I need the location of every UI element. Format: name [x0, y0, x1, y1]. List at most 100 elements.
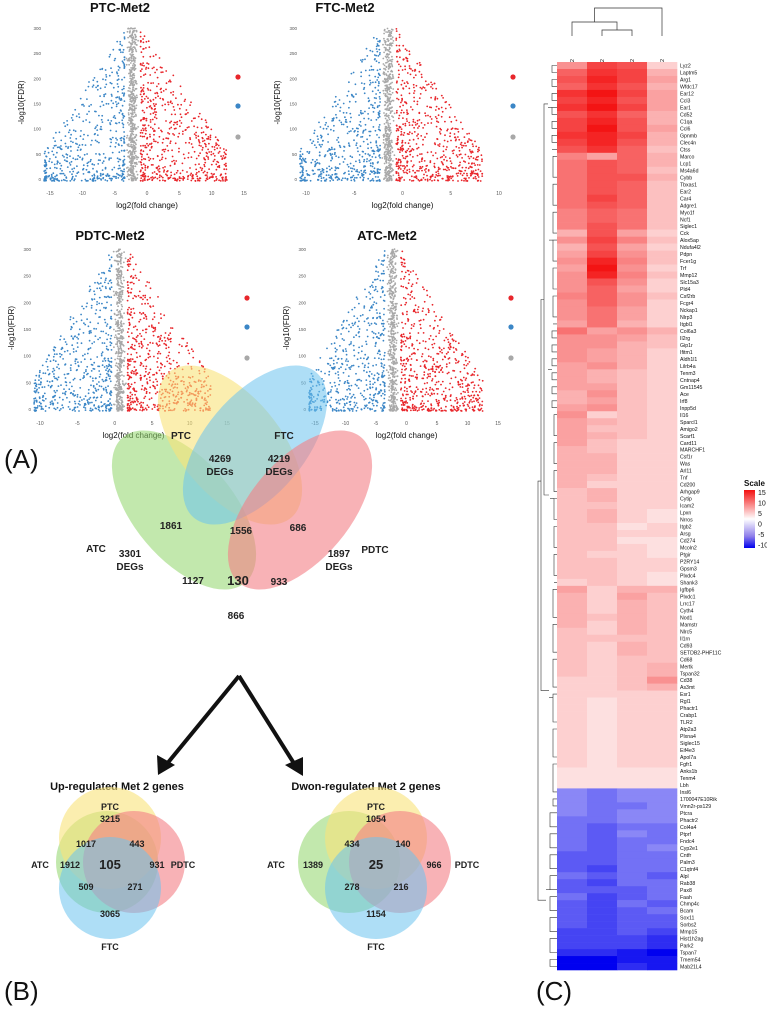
volcano-point	[331, 153, 334, 156]
volcano-point	[161, 130, 163, 133]
volcano-point	[405, 101, 407, 104]
volcano-point	[151, 176, 154, 178]
volcano-point	[340, 179, 343, 182]
volcano-point	[388, 83, 391, 86]
volcano-point	[421, 353, 424, 355]
volcano-point	[84, 407, 87, 409]
volcano-point	[378, 172, 381, 174]
volcano-point	[470, 170, 473, 173]
volcano-point	[221, 158, 224, 161]
volcano-point	[127, 291, 130, 294]
volcano-point	[108, 258, 111, 261]
volcano-point	[476, 374, 479, 377]
volcano-point	[148, 376, 151, 379]
volcano-point	[193, 133, 196, 136]
volcano-point	[152, 177, 155, 180]
volcano-point	[117, 350, 120, 353]
volcano-point	[132, 337, 134, 339]
volcano-point	[224, 172, 227, 175]
volcano-point	[299, 171, 302, 174]
volcano-point	[337, 156, 340, 159]
volcano-point	[153, 111, 156, 113]
volcano-point	[119, 43, 122, 46]
volcano-point	[387, 77, 389, 80]
volcano-point	[373, 58, 376, 61]
volcano-point	[122, 61, 125, 64]
volcano-point	[395, 142, 398, 145]
volcano-point	[163, 169, 166, 172]
volcano-point	[81, 399, 83, 401]
volcano-point	[416, 135, 418, 137]
volcano-point	[91, 342, 94, 345]
volcano-point	[138, 345, 141, 348]
volcano-point	[418, 161, 421, 163]
volcano-point	[120, 149, 123, 152]
volcano-point	[83, 322, 85, 325]
volcano-point	[121, 122, 124, 125]
volcano-point	[38, 374, 41, 377]
volcano-point	[139, 409, 141, 411]
volcano-point	[404, 122, 407, 125]
volcano-point	[200, 118, 203, 121]
volcano-point	[354, 176, 356, 179]
volcano-point	[144, 166, 147, 169]
volcano-point	[170, 171, 173, 174]
volcano-point	[455, 145, 458, 148]
volcano-point	[465, 166, 467, 169]
volcano-point	[118, 151, 121, 154]
volcano-point	[210, 153, 213, 156]
volcano-point	[385, 148, 387, 151]
volcano-point	[60, 139, 63, 142]
volcano-point	[188, 141, 191, 144]
volcano-point	[181, 133, 184, 135]
volcano-point	[70, 160, 73, 163]
volcano-point	[196, 175, 199, 178]
volcano-point	[440, 128, 442, 131]
volcano-point	[127, 72, 130, 75]
volcano-point	[389, 163, 392, 165]
volcano-point	[210, 163, 213, 166]
volcano-point	[328, 176, 331, 179]
volcano-point	[129, 360, 132, 362]
volcano-point	[363, 86, 366, 89]
volcano-point	[71, 326, 73, 329]
volcano-point	[96, 287, 99, 290]
volcano-point	[166, 174, 169, 177]
volcano-point	[147, 175, 150, 178]
volcano-point	[53, 369, 56, 372]
volcano-point	[105, 345, 108, 348]
volcano-point	[140, 313, 143, 315]
volcano-point	[348, 130, 351, 133]
volcano-point	[130, 130, 133, 133]
volcano-point	[441, 155, 444, 158]
volcano-point	[134, 79, 137, 82]
volcano-point	[387, 164, 390, 167]
volcano-point	[402, 111, 405, 114]
volcano-point	[379, 317, 382, 319]
volcano-point	[170, 327, 172, 329]
volcano-point	[346, 94, 349, 97]
volcano-point	[110, 281, 113, 284]
volcano-point	[390, 179, 393, 182]
volcano-point	[318, 154, 321, 157]
volcano-point	[176, 178, 179, 181]
volcano-point	[129, 257, 132, 260]
volcano-point	[356, 134, 358, 137]
volcano-point	[139, 135, 142, 138]
volcano-point	[205, 125, 208, 128]
volcano-point	[386, 80, 389, 83]
volcano-point	[58, 367, 60, 370]
volcano-point	[120, 360, 123, 363]
volcano-point	[116, 397, 118, 399]
volcano-point	[214, 136, 217, 139]
volcano-point	[195, 137, 198, 139]
volcano-point	[343, 158, 346, 160]
volcano-point	[55, 167, 58, 170]
volcano-point	[132, 157, 134, 160]
volcano-point	[456, 155, 459, 158]
volcano-point	[423, 173, 425, 176]
volcano-point	[406, 49, 408, 52]
volcano-point	[122, 126, 125, 129]
volcano-point	[110, 265, 113, 268]
volcano-point	[476, 159, 479, 161]
